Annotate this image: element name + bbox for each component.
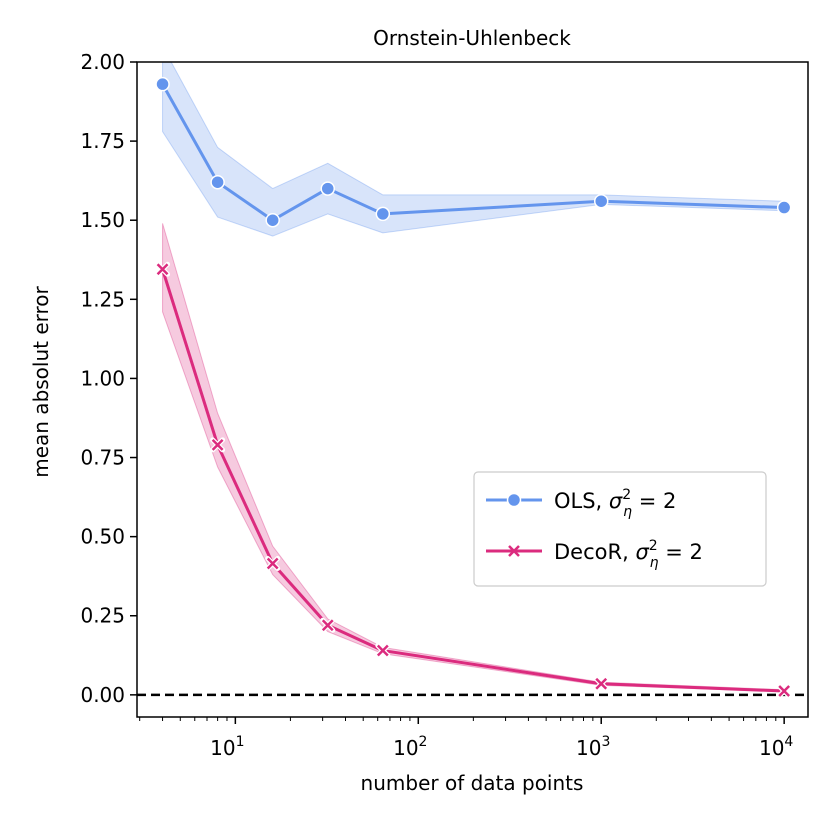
data-point-mark (211, 438, 224, 451)
data-point-ols (265, 212, 280, 228)
plot-area: 0.00 0.25 0.50 0.75 1.00 1.25 1.50 1.75 2.00 101 1… (80, 50, 809, 760)
data-point-ols (593, 193, 609, 209)
x-tick-label: 103 (576, 734, 610, 760)
data-point-mark (321, 619, 334, 632)
data-point-mark (595, 677, 608, 690)
data-point-decor (320, 617, 336, 633)
plot-content (137, 62, 808, 699)
data-point-ols (320, 181, 336, 196)
data-point-decor (375, 643, 391, 659)
data-point-decor (265, 556, 281, 572)
data-point-ols (375, 206, 391, 222)
y-tick-label: 0.50 (80, 525, 125, 549)
legend-marker (506, 492, 522, 508)
data-point-decor (155, 261, 171, 277)
y-tick-label: 0.00 (80, 683, 125, 707)
y-tick-label: 2.00 (80, 50, 125, 74)
legend-marker (508, 545, 520, 557)
y-tick-label: 1.50 (80, 208, 125, 232)
y-tick-label: 1.75 (80, 129, 125, 153)
y-tick-label: 1.00 (80, 366, 125, 390)
y-tick-label: 1.25 (80, 287, 125, 311)
data-point-mark (266, 557, 279, 570)
chart-title: Ornstein-Uhlenbeck (373, 26, 571, 50)
plot-frame (136, 61, 809, 718)
y-tick-label: 0.25 (80, 604, 125, 628)
data-point-decor (593, 676, 609, 692)
x-tick-label: 104 (759, 734, 793, 760)
data-point-mark (156, 263, 169, 276)
data-point-mark (376, 644, 389, 657)
confidence-band-decor (162, 223, 785, 693)
data-point-ols (776, 200, 792, 215)
x-tick-label: 102 (393, 734, 427, 760)
x-tick-label: 101 (210, 734, 244, 760)
y-tick-label: 0.75 (80, 446, 125, 470)
x-axis-label: number of data points (361, 771, 584, 795)
data-point-ols (210, 174, 225, 190)
data-point-decor (210, 437, 226, 453)
data-point-ols (155, 76, 170, 92)
legend-frame (473, 471, 767, 587)
data-point-decor (776, 683, 792, 699)
y-axis-label: mean absolut error (29, 285, 53, 477)
data-point-mark (778, 685, 791, 697)
